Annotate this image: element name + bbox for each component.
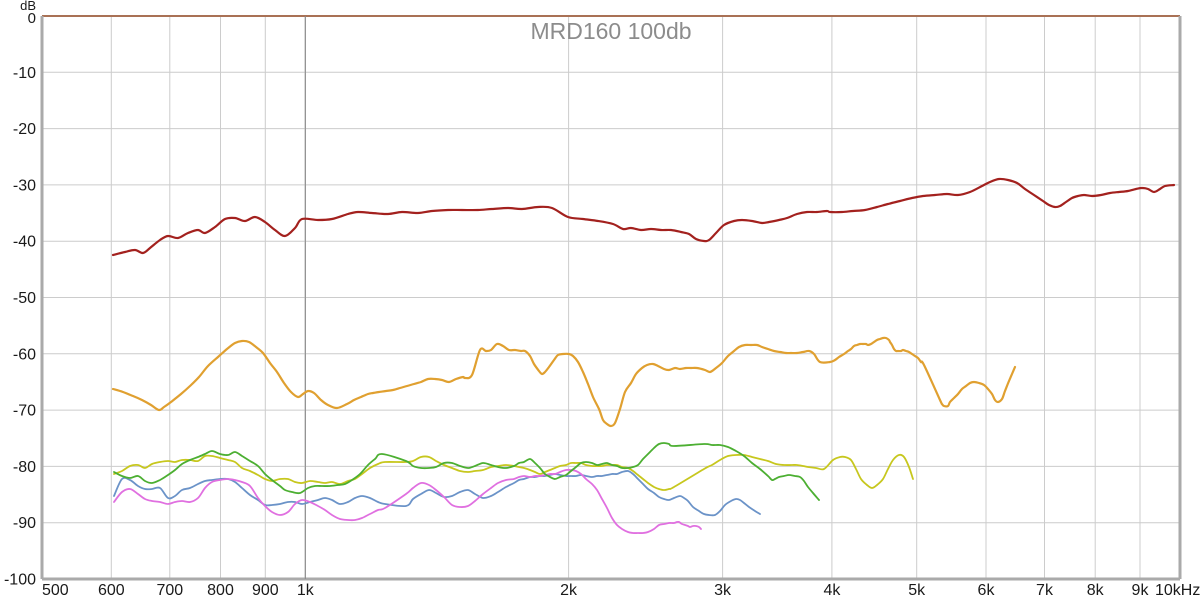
svg-text:6k: 6k bbox=[978, 582, 996, 599]
svg-text:10kHz: 10kHz bbox=[1155, 582, 1200, 599]
svg-text:600: 600 bbox=[98, 582, 125, 599]
svg-text:4k: 4k bbox=[823, 582, 841, 599]
svg-text:5k: 5k bbox=[908, 582, 926, 599]
svg-text:700: 700 bbox=[156, 582, 183, 599]
svg-text:7k: 7k bbox=[1036, 582, 1054, 599]
svg-text:-100: -100 bbox=[4, 572, 36, 589]
svg-text:8k: 8k bbox=[1087, 582, 1105, 599]
svg-text:-90: -90 bbox=[13, 515, 36, 532]
svg-text:-70: -70 bbox=[13, 403, 36, 420]
svg-text:-40: -40 bbox=[13, 234, 36, 251]
svg-text:800: 800 bbox=[207, 582, 234, 599]
svg-text:2k: 2k bbox=[560, 582, 578, 599]
svg-text:MRD160 100db: MRD160 100db bbox=[530, 18, 691, 44]
svg-text:-20: -20 bbox=[13, 121, 36, 138]
svg-text:-30: -30 bbox=[13, 177, 36, 194]
svg-text:9k: 9k bbox=[1132, 582, 1150, 599]
svg-text:-60: -60 bbox=[13, 346, 36, 363]
svg-text:900: 900 bbox=[252, 582, 279, 599]
svg-text:500: 500 bbox=[42, 582, 69, 599]
svg-text:dB: dB bbox=[20, 0, 36, 13]
svg-text:1k: 1k bbox=[297, 582, 315, 599]
svg-text:3k: 3k bbox=[714, 582, 732, 599]
svg-text:-10: -10 bbox=[13, 65, 36, 82]
svg-text:-50: -50 bbox=[13, 290, 36, 307]
svg-text:-80: -80 bbox=[13, 459, 36, 476]
